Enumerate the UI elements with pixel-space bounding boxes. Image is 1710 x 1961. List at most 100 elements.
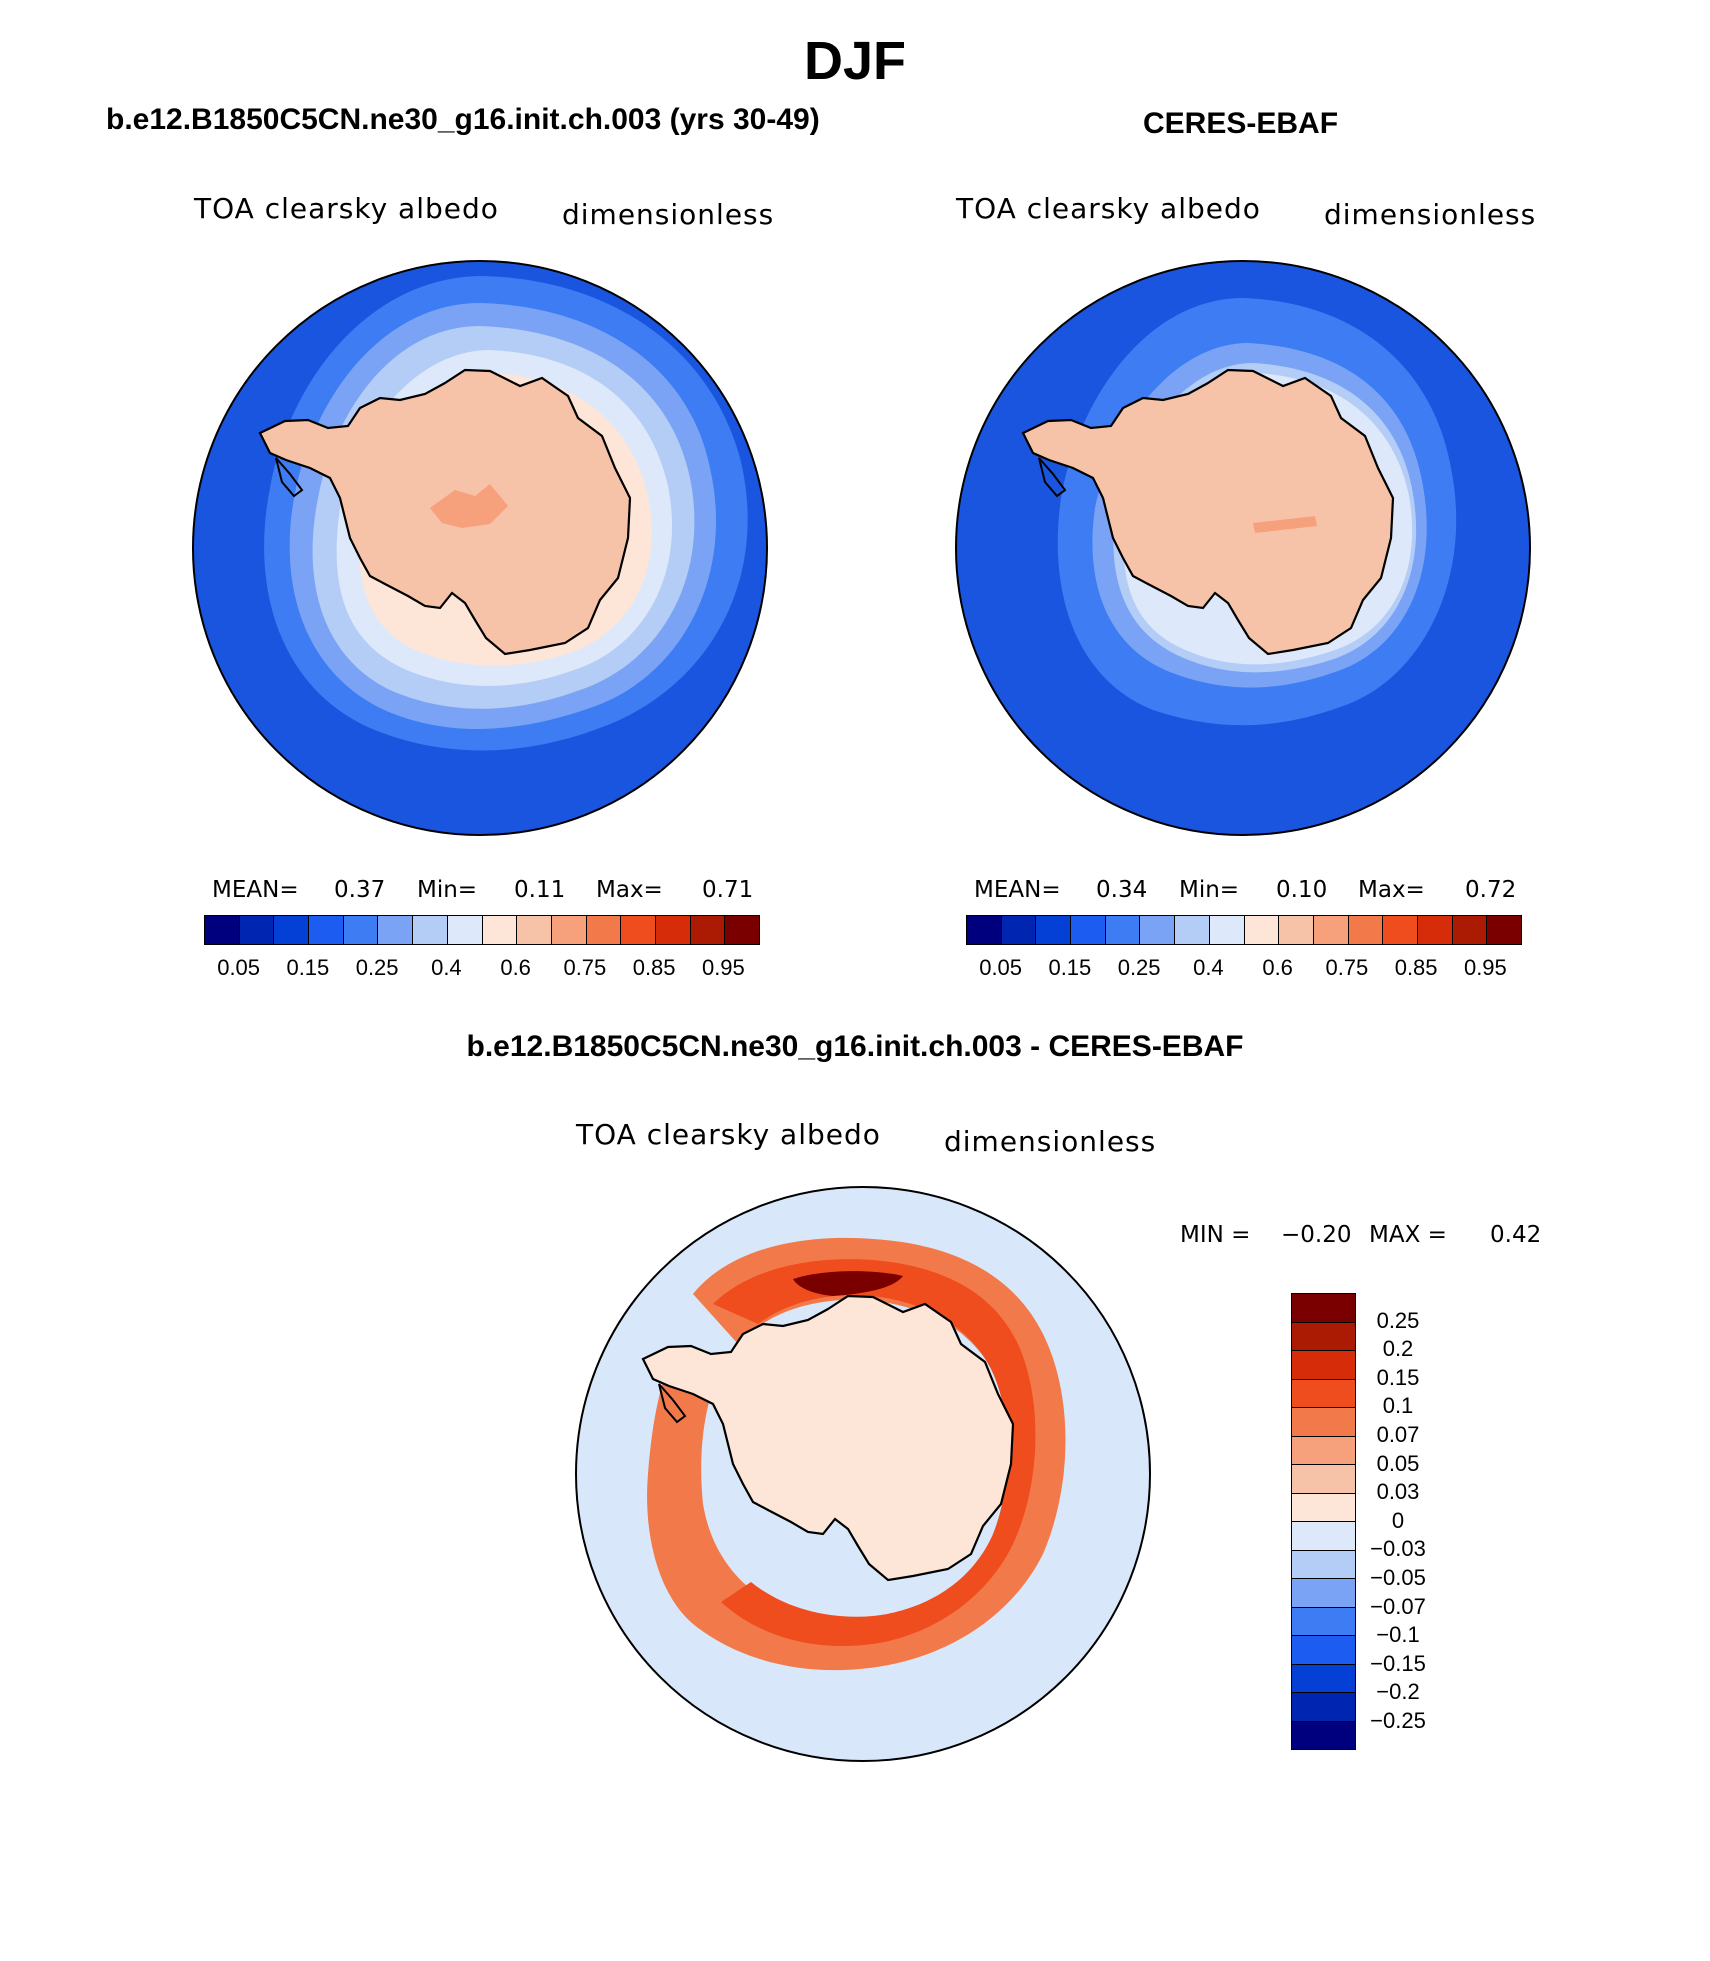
diff-max-label: MAX = [1369, 1222, 1447, 1248]
model-colorbar-swatch [205, 916, 240, 944]
obs-colorbar-swatch [1279, 916, 1314, 944]
diff-ring-inner [713, 1259, 1036, 1647]
obs-colorbar-tick-label: 0.25 [1117, 955, 1161, 980]
model-colorbar-swatch [447, 916, 483, 944]
model-units-label: dimensionless [562, 198, 775, 231]
diff-max-zone [793, 1271, 903, 1296]
obs-colorbar-swatch [1348, 916, 1384, 944]
diff-colorbar-label: 0.07 [1376, 1422, 1420, 1447]
model-min-value: 0.11 [514, 877, 566, 903]
diff-variable-label: TOA clearsky albedo [576, 1118, 881, 1151]
obs-colorbar-swatch [1452, 916, 1488, 944]
diff-colorbar-label: 0.05 [1376, 1450, 1420, 1476]
diff-min-label: MIN = [1180, 1222, 1251, 1248]
obs-map [955, 260, 1531, 836]
diff-map [575, 1186, 1151, 1762]
obs-colorbar-swatch [1487, 916, 1521, 944]
diff-colorbar-label: −0.25 [1370, 1708, 1426, 1733]
diff-colorbar-swatch [1292, 1436, 1355, 1465]
model-colorbar-swatch [309, 916, 344, 944]
diff-colorbar-label: 0.15 [1376, 1364, 1420, 1390]
diff-colorbar [1291, 1293, 1356, 1750]
main-title: DJF [803, 31, 906, 91]
diff-colorbar-swatch [1292, 1379, 1355, 1408]
model-colorbar-tick-label: 0.15 [286, 955, 330, 980]
obs-colorbar-swatch [1036, 916, 1072, 944]
obs-min-label: Min= [1179, 877, 1240, 903]
obs-interior-streak [1253, 516, 1317, 533]
model-colorbar-tick-label: 0.6 [500, 955, 531, 980]
diff-colorbar-swatch [1292, 1294, 1355, 1323]
diff-panel-title: b.e12.B1850C5CN.ne30_g16.init.ch.003 - C… [466, 1030, 1244, 1063]
obs-colorbar-swatch [1383, 916, 1418, 944]
obs-colorbar-tick-label: 0.75 [1325, 955, 1369, 980]
obs-colorbar-swatch [1140, 916, 1176, 944]
obs-colorbar-swatch [1071, 916, 1106, 944]
model-colorbar [204, 915, 760, 945]
diff-units-label: dimensionless [944, 1125, 1157, 1158]
model-colorbar-swatch [482, 916, 518, 944]
model-max-label: Max= [596, 877, 663, 903]
obs-min-value: 0.10 [1276, 877, 1328, 903]
obs-panel-title: CERES-EBAF [1143, 107, 1339, 140]
diff-colorbar-swatch [1292, 1322, 1355, 1351]
diff-peninsula-lobe [658, 1383, 687, 1424]
obs-colorbar-tick-label: 0.85 [1394, 955, 1438, 980]
obs-variable-label: TOA clearsky albedo [956, 192, 1261, 225]
model-colorbar-swatch [343, 916, 379, 944]
obs-max-value: 0.72 [1465, 877, 1517, 903]
obs-colorbar-tick-label: 0.15 [1048, 955, 1092, 980]
model-variable-label: TOA clearsky albedo [194, 192, 499, 225]
diff-colorbar-label: 0.25 [1376, 1307, 1420, 1333]
diff-colorbar-swatch [1292, 1721, 1355, 1749]
model-colorbar-swatch [274, 916, 310, 944]
obs-colorbar-swatch [1105, 916, 1141, 944]
model-colorbar-tick-label: 0.25 [355, 955, 399, 980]
diff-colorbar-swatch [1292, 1465, 1355, 1494]
diff-colorbar-swatch [1292, 1550, 1355, 1579]
diff-colorbar-label: −0.2 [1376, 1679, 1420, 1705]
diff-colorbar-label: 0.03 [1376, 1479, 1420, 1505]
diff-colorbar-label: 0 [1391, 1507, 1405, 1533]
diff-colorbar-swatch [1292, 1579, 1355, 1608]
diff-colorbar-swatch [1292, 1351, 1355, 1380]
obs-map-border [955, 260, 1531, 836]
model-panel-title: b.e12.B1850C5CN.ne30_g16.init.ch.003 (yr… [106, 103, 820, 136]
obs-mean-label: MEAN= [974, 877, 1061, 903]
diff-colorbar-swatch [1292, 1493, 1355, 1522]
model-peninsula-lobe [275, 457, 304, 498]
diff-colorbar-swatch [1292, 1693, 1355, 1722]
model-colorbar-swatch [378, 916, 414, 944]
model-colorbar-swatch [621, 916, 656, 944]
diff-colorbar-label: −0.15 [1370, 1650, 1426, 1676]
obs-colorbar [966, 915, 1522, 945]
obs-antarctica [1021, 368, 1395, 656]
diff-colorbar-swatch [1292, 1408, 1355, 1437]
diff-antarctica [641, 1294, 1015, 1582]
obs-colorbar-swatch [1175, 916, 1210, 944]
diff-colorbar-swatch [1292, 1607, 1355, 1636]
model-colorbar-tick-label: 0.75 [563, 955, 607, 980]
diff-max-value: 0.42 [1490, 1222, 1542, 1248]
model-colorbar-swatch [586, 916, 622, 944]
model-mean-value: 0.37 [334, 877, 386, 903]
model-colorbar-tick-label: 0.95 [701, 955, 745, 980]
obs-colorbar-swatch [1209, 916, 1245, 944]
obs-colorbar-tick-label: 0.4 [1193, 955, 1224, 980]
model-map-border [192, 260, 768, 836]
diff-colorbar-label: −0.05 [1370, 1565, 1426, 1590]
obs-colorbar-tick-label: 0.05 [979, 955, 1023, 980]
model-colorbar-swatch [655, 916, 691, 944]
obs-colorbar-swatch [967, 916, 1002, 944]
obs-max-label: Max= [1358, 877, 1425, 903]
obs-colorbar-swatch [1417, 916, 1453, 944]
model-min-label: Min= [417, 877, 478, 903]
diff-colorbar-label: −0.03 [1370, 1536, 1426, 1562]
diff-colorbar-label: −0.07 [1370, 1593, 1426, 1619]
model-colorbar-swatch [517, 916, 552, 944]
diff-map-border [575, 1186, 1151, 1762]
model-map [192, 260, 768, 836]
model-colorbar-swatch [690, 916, 726, 944]
diff-colorbar-label: 0.2 [1382, 1336, 1414, 1362]
diff-min-value: −0.20 [1281, 1222, 1352, 1248]
